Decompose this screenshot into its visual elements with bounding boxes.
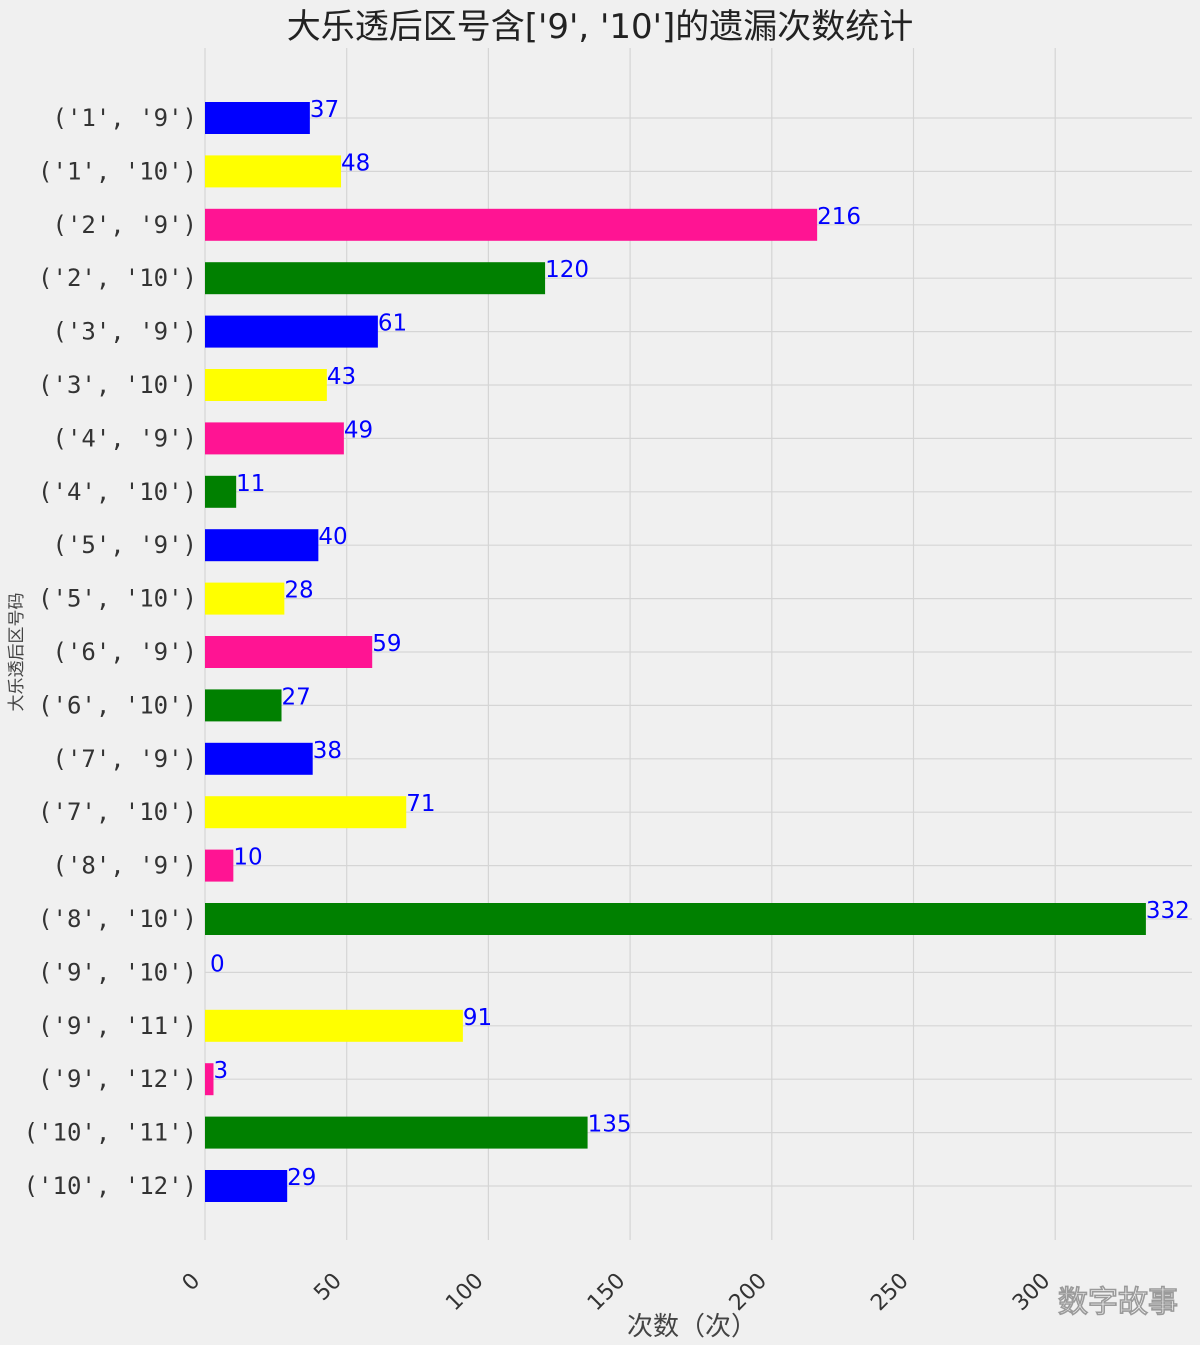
bar [205, 155, 342, 188]
data-label: 61 [378, 311, 407, 337]
x-tick-label: 50 [309, 1269, 346, 1306]
x-tick-labels: 0 50 100 150 200 250 300 [178, 1269, 1056, 1316]
y-tick-label: ('4', '9') [53, 424, 198, 452]
bar [205, 636, 373, 668]
data-label: 29 [287, 1165, 316, 1191]
y-tick-label: ('5', '10') [38, 585, 197, 613]
data-label: 91 [463, 1005, 492, 1031]
bar [205, 1116, 588, 1149]
data-label: 49 [344, 417, 373, 443]
bar [205, 529, 319, 562]
y-tick-label: ('10', '11') [24, 1119, 197, 1147]
y-tick-label: ('1', '10') [38, 157, 197, 185]
y-tick-label: ('3', '10') [38, 371, 197, 399]
y-tick-label: ('8', '9') [53, 852, 198, 880]
bar [205, 475, 237, 508]
data-label: 10 [233, 845, 262, 871]
bar [205, 315, 378, 348]
y-tick-label: ('9', '10') [38, 958, 197, 986]
x-tick-label: 0 [178, 1269, 206, 1297]
x-axis-label: 次数（次） [627, 1312, 757, 1342]
bar [205, 1009, 463, 1042]
bar [205, 1170, 288, 1202]
y-tick-label: ('8', '10') [38, 905, 197, 933]
value-labels: 37 48 216 120 61 43 49 11 40 28 59 27 38 71 10 332 0 91 3 1… [210, 97, 1190, 1191]
y-tick-labels: ('1', '9') ('1', '10') ('2', '9') ('2', '10… [24, 104, 197, 1200]
y-tick-label: ('1', '9') [53, 104, 198, 132]
x-tick-label: 200 [725, 1269, 772, 1316]
bars [205, 102, 1146, 1202]
y-tick-label: ('9', '12') [38, 1065, 197, 1093]
data-label: 37 [310, 97, 339, 123]
data-label: 38 [313, 738, 342, 764]
bar [205, 903, 1146, 935]
watermark: 数字故事 [1058, 1285, 1178, 1320]
y-tick-label: ('6', '9') [53, 638, 198, 666]
y-tick-label: ('6', '10') [38, 691, 197, 719]
data-label: 59 [372, 631, 401, 657]
bar [205, 102, 310, 134]
x-tick-label: 100 [441, 1269, 488, 1316]
x-tick-label: 300 [1008, 1269, 1055, 1316]
data-label: 28 [284, 578, 313, 604]
bar [205, 849, 234, 882]
y-tick-label: ('7', '9') [53, 745, 198, 773]
bar [205, 422, 344, 455]
bar [205, 1063, 214, 1096]
bar [205, 582, 285, 615]
data-label: 135 [588, 1112, 632, 1138]
bar [205, 208, 818, 241]
y-tick-label: ('5', '9') [53, 531, 198, 559]
bar [205, 262, 546, 295]
bar [205, 796, 407, 829]
data-label: 48 [341, 150, 370, 176]
y-tick-label: ('2', '10') [38, 264, 197, 292]
data-label: 3 [214, 1058, 229, 1084]
bar [205, 369, 327, 401]
data-label: 332 [1146, 898, 1190, 924]
x-tick-label: 150 [583, 1269, 630, 1316]
chart-title: 大乐透后区号含['9', '10']的遗漏次数统计 [287, 7, 913, 47]
y-tick-label: ('9', '11') [38, 1012, 197, 1040]
y-axis-label: 大乐透后区号码 [7, 593, 27, 712]
y-tick-label: ('2', '9') [53, 211, 198, 239]
bar [205, 689, 282, 722]
y-tick-label: ('4', '10') [38, 478, 197, 506]
x-tick-label: 250 [866, 1269, 913, 1316]
y-tick-label: ('3', '9') [53, 318, 198, 346]
bar [205, 742, 313, 775]
data-label: 216 [817, 204, 861, 230]
data-label: 40 [318, 524, 347, 550]
data-label: 27 [282, 684, 311, 710]
data-label: 11 [236, 471, 265, 497]
data-label: 120 [545, 257, 589, 283]
data-label: 43 [327, 364, 356, 390]
data-label: 0 [210, 951, 225, 977]
y-tick-label: ('10', '12') [24, 1172, 197, 1200]
data-label: 71 [406, 791, 435, 817]
y-tick-label: ('7', '10') [38, 798, 197, 826]
